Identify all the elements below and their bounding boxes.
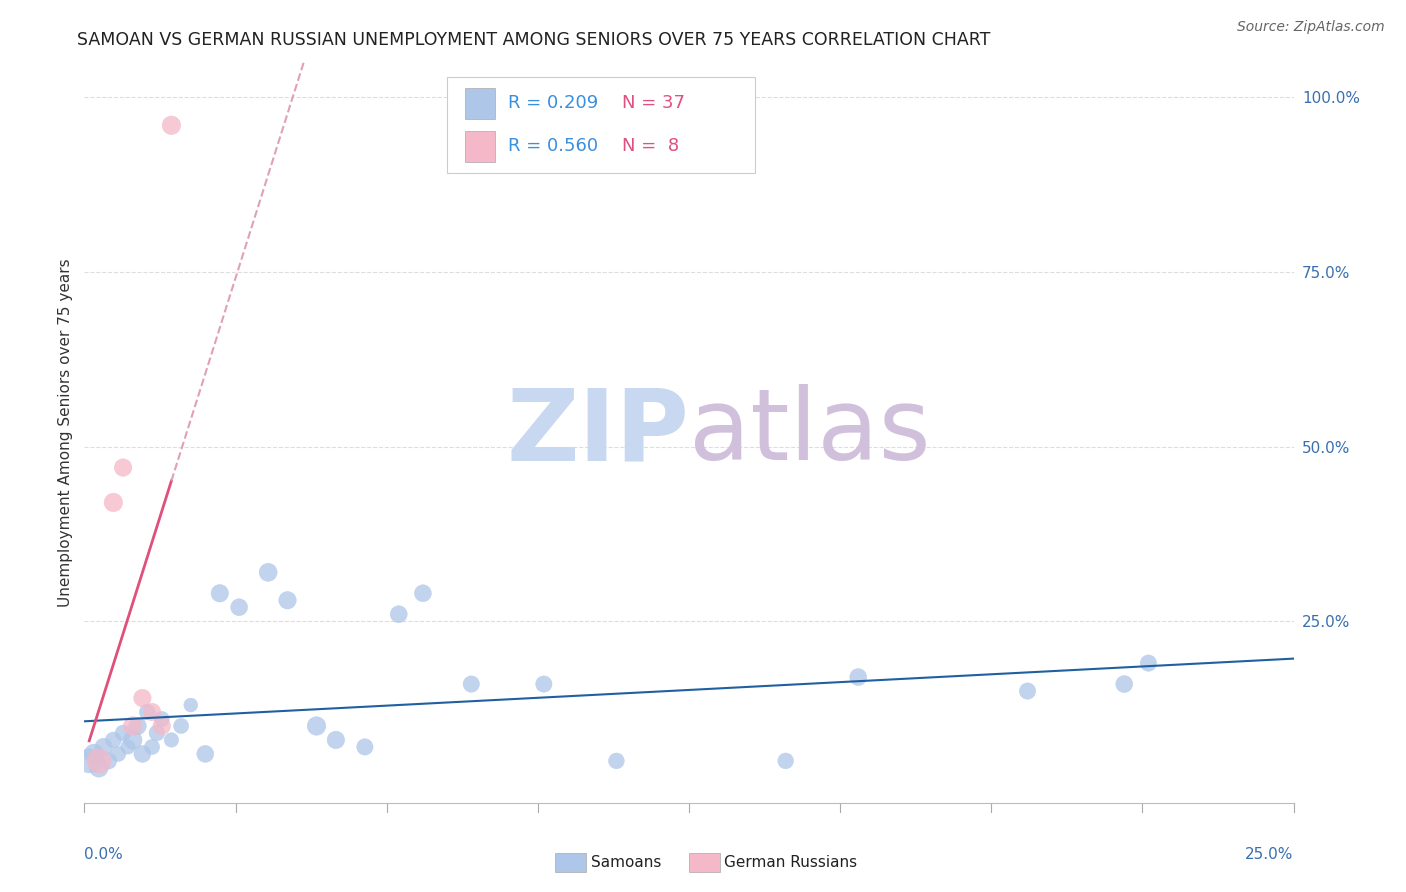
Text: German Russians: German Russians — [724, 855, 858, 870]
Point — [121, 719, 143, 733]
Text: Source: ZipAtlas.com: Source: ZipAtlas.com — [1237, 20, 1385, 34]
Point — [131, 747, 153, 761]
Point — [97, 754, 120, 768]
Text: N =  8: N = 8 — [623, 137, 679, 155]
Point — [131, 691, 153, 706]
Point — [228, 600, 250, 615]
Point — [412, 586, 434, 600]
Point — [460, 677, 482, 691]
Point — [1137, 656, 1160, 670]
Point — [160, 733, 183, 747]
Point — [117, 739, 139, 754]
Text: 25.0%: 25.0% — [1246, 847, 1294, 863]
Point — [150, 719, 173, 733]
Point — [83, 747, 105, 761]
Point — [170, 719, 193, 733]
Point — [533, 677, 555, 691]
Point — [107, 747, 129, 761]
Point — [354, 739, 377, 754]
Point — [146, 726, 169, 740]
Point — [846, 670, 869, 684]
Point — [103, 733, 125, 747]
Text: N = 37: N = 37 — [623, 95, 686, 112]
Point — [257, 566, 280, 580]
Point — [208, 586, 231, 600]
Point — [305, 719, 328, 733]
Point — [160, 118, 183, 132]
Text: SAMOAN VS GERMAN RUSSIAN UNEMPLOYMENT AMONG SENIORS OVER 75 YEARS CORRELATION CH: SAMOAN VS GERMAN RUSSIAN UNEMPLOYMENT AM… — [77, 31, 991, 49]
Y-axis label: Unemployment Among Seniors over 75 years: Unemployment Among Seniors over 75 years — [58, 259, 73, 607]
Point — [775, 754, 797, 768]
Text: R = 0.209: R = 0.209 — [508, 95, 598, 112]
Point — [1114, 677, 1136, 691]
Point — [388, 607, 411, 622]
Point — [605, 754, 627, 768]
Text: ZIP: ZIP — [506, 384, 689, 481]
Point — [87, 761, 110, 775]
Point — [127, 719, 149, 733]
Text: 0.0%: 0.0% — [84, 847, 124, 863]
FancyBboxPatch shape — [447, 78, 755, 173]
Point — [194, 747, 217, 761]
Point — [112, 726, 135, 740]
Point — [136, 705, 159, 719]
Point — [325, 733, 347, 747]
Point — [141, 705, 163, 719]
FancyBboxPatch shape — [465, 87, 495, 119]
FancyBboxPatch shape — [465, 130, 495, 161]
Point — [276, 593, 298, 607]
Text: Samoans: Samoans — [591, 855, 661, 870]
Point — [1017, 684, 1039, 698]
Point — [103, 495, 125, 509]
Text: atlas: atlas — [689, 384, 931, 481]
Point — [77, 754, 100, 768]
Point — [180, 698, 202, 712]
Point — [87, 754, 110, 768]
Point — [141, 739, 163, 754]
Point — [150, 712, 173, 726]
Point — [112, 460, 135, 475]
Point — [93, 739, 115, 754]
Text: R = 0.560: R = 0.560 — [508, 137, 598, 155]
Point — [121, 733, 143, 747]
